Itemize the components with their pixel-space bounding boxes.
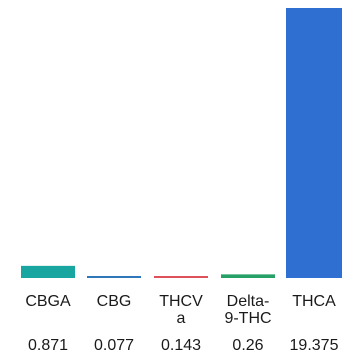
category-label-delta-9-thc-line-2: 9-THC [224,310,271,327]
bar-cbg [87,276,141,278]
category-label-thca: THCA [292,293,336,310]
value-label-thcva: 0.143 [161,337,201,354]
category-label-thcva-line-2: a [177,310,186,327]
value-label-cbga: 0.871 [28,337,68,354]
value-label-cbg: 0.077 [94,337,134,354]
category-label-cbga: CBGA [25,293,71,310]
category-label-delta-9-thc-line-1: Delta- [227,293,270,310]
bar-thcva [154,276,208,278]
value-label-delta-9-thc: 0.26 [232,337,263,354]
value-label-thca: 19.375 [290,337,339,354]
bars-group [21,8,342,278]
bar-cbga [21,265,75,278]
value-labels-group: 0.871 0.077 0.143 0.26 19.375 [28,337,339,354]
bar-delta-9-thc [221,274,275,278]
category-label-thcva-line-1: THCV [159,293,203,310]
bar-thca [286,8,342,278]
category-label-cbg: CBG [97,293,132,310]
